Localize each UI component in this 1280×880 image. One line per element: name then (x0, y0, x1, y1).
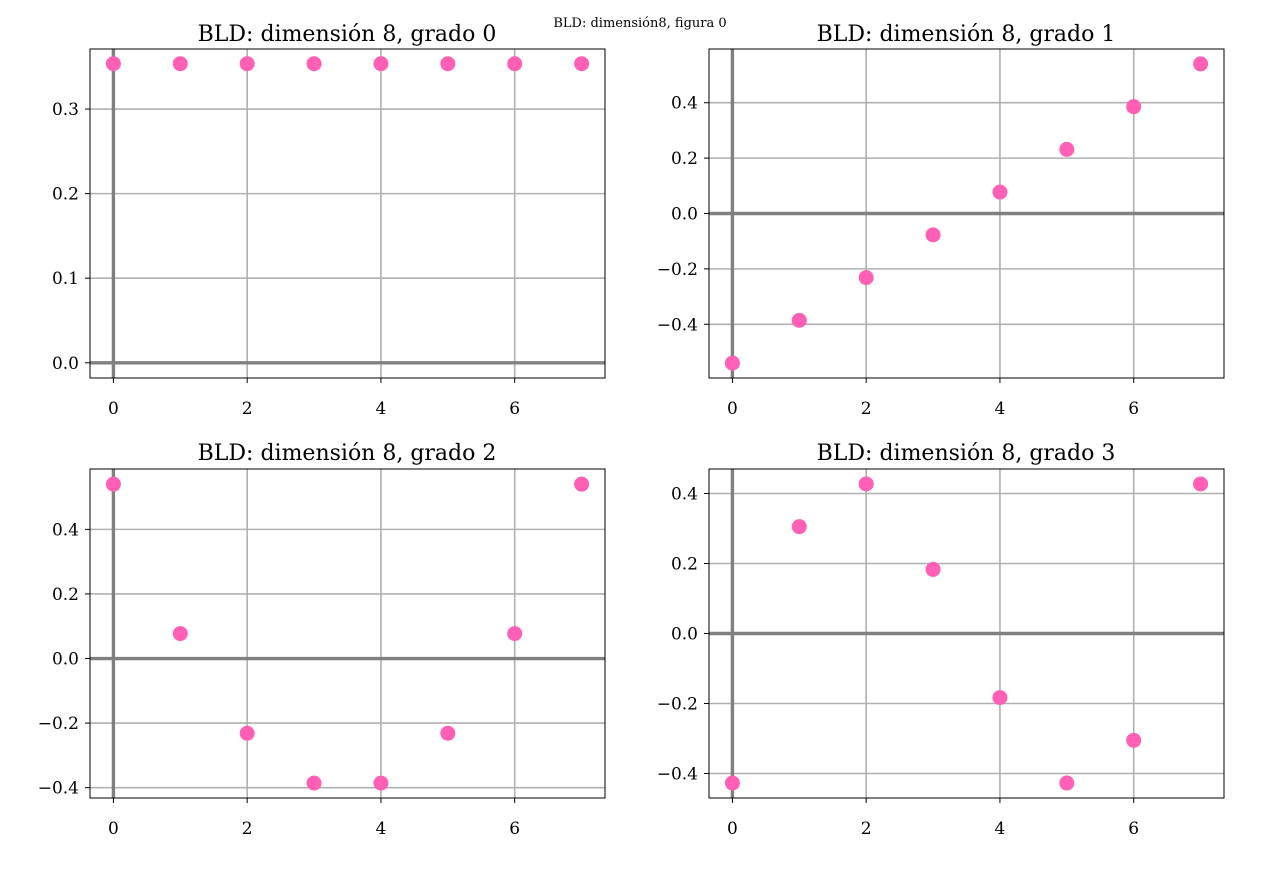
subplot-4-ytick-label-2: 0.0 (671, 625, 698, 645)
subplot-4-ytick-label-0: −0.4 (657, 765, 698, 785)
subplot-3-point-0 (105, 476, 121, 492)
subplot-3-point-4 (373, 775, 389, 791)
subplot-2-point-3 (925, 227, 941, 243)
subplot-4-point-0 (724, 775, 740, 791)
figure-suptitle: BLD: dimensión8, figura 0 (553, 16, 726, 31)
subplot-2-point-6 (1126, 99, 1142, 115)
subplot-3-xtick-label-2: 4 (376, 819, 387, 839)
subplot-3-point-5 (440, 725, 456, 741)
subplot-2-ytick-label-0: −0.4 (657, 315, 698, 335)
subplot-2-ytick-label-4: 0.4 (671, 94, 698, 114)
subplot-1-point-3 (306, 56, 322, 72)
subplot-3: BLD: dimensión 8, grado 2 0 2 4 6 −0.4 −0.2 0.… (38, 441, 606, 839)
subplot-4-point-6 (1126, 732, 1142, 748)
subplot-2-point-1 (791, 312, 807, 328)
subplot-4-ytick-label-1: −0.2 (657, 695, 698, 715)
subplot-1-frame (89, 48, 606, 379)
subplot-2-point-0 (724, 355, 740, 371)
subplot-4-point-4 (992, 690, 1008, 706)
subplot-2-ytick-label-1: −0.2 (657, 260, 698, 280)
subplot-4-ytick-label-4: 0.4 (671, 485, 698, 505)
subplot-2-xtick-label-3: 6 (1128, 399, 1139, 419)
subplot-3-point-6 (507, 626, 523, 642)
subplot-1-point-4 (373, 56, 389, 72)
subplot-3-title: BLD: dimensión 8, grado 2 (198, 441, 497, 466)
subplot-2-ytick-label-2: 0.0 (671, 205, 698, 225)
subplot-1-point-7 (574, 56, 590, 72)
subplot-1-point-2 (239, 56, 255, 72)
subplot-3-ytick-label-3: 0.2 (52, 585, 79, 605)
subplot-4-xtick-label-1: 2 (861, 819, 872, 839)
subplot-1-point-0 (105, 56, 121, 72)
subplot-4-ytick-label-3: 0.2 (671, 555, 698, 575)
subplot-4-frame (708, 468, 1225, 799)
subplot-4-xtick-label-0: 0 (727, 819, 738, 839)
subplot-3-ytick-label-1: −0.2 (38, 714, 79, 734)
subplot-3-ytick-label-0: −0.4 (38, 779, 79, 799)
subplot-2-ytick-label-3: 0.2 (671, 149, 698, 169)
subplot-1: BLD: dimensión 8, grado 0 0 2 4 6 0.0 0.1 0.2 0… (52, 22, 606, 419)
subplot-2-point-7 (1193, 56, 1209, 72)
subplot-1-title: BLD: dimensión 8, grado 0 (198, 22, 497, 47)
subplot-3-xtick-label-0: 0 (108, 819, 119, 839)
subplot-3-point-7 (574, 476, 590, 492)
subplot-3-point-1 (172, 626, 188, 642)
subplot-1-ytick-label-0: 0.0 (52, 354, 79, 374)
subplot-1-xtick-label-2: 4 (376, 399, 387, 419)
subplot-4-point-1 (791, 519, 807, 535)
subplot-2-xtick-label-1: 2 (861, 399, 872, 419)
subplot-4-point-3 (925, 561, 941, 577)
subplot-1-ytick-label-1: 0.1 (52, 269, 79, 289)
subplot-2: BLD: dimensión 8, grado 1 0 2 4 6 −0.4 −0.2 0.… (657, 22, 1225, 419)
subplot-3-point-2 (239, 725, 255, 741)
subplot-1-xtick-label-3: 6 (509, 399, 520, 419)
subplot-2-point-2 (858, 270, 874, 286)
subplot-4-xtick-label-2: 4 (995, 819, 1006, 839)
subplot-2-xtick-label-2: 4 (995, 399, 1006, 419)
subplot-4: BLD: dimensión 8, grado 3 0 2 4 6 −0.4 −0.2 0.… (657, 441, 1225, 839)
subplot-1-ytick-label-2: 0.2 (52, 185, 79, 205)
subplot-3-xtick-label-1: 2 (242, 819, 253, 839)
subplot-3-ytick-label-2: 0.0 (52, 650, 79, 670)
subplot-4-point-2 (858, 476, 874, 492)
subplot-4-title: BLD: dimensión 8, grado 3 (817, 441, 1116, 466)
subplot-2-xtick-label-0: 0 (727, 399, 738, 419)
subplot-3-xtick-label-3: 6 (509, 819, 520, 839)
subplot-1-ytick-label-3: 0.3 (52, 100, 79, 120)
subplot-4-point-7 (1193, 476, 1209, 492)
subplot-3-point-3 (306, 775, 322, 791)
subplot-2-frame (708, 48, 1225, 379)
subplot-1-point-1 (172, 56, 188, 72)
subplot-2-title: BLD: dimensión 8, grado 1 (817, 22, 1116, 47)
subplot-4-point-5 (1059, 775, 1075, 791)
subplot-2-point-4 (992, 184, 1008, 200)
subplot-1-point-6 (507, 56, 523, 72)
subplot-2-point-5 (1059, 141, 1075, 157)
subplot-3-ytick-label-4: 0.4 (52, 520, 79, 540)
subplot-1-xtick-label-1: 2 (242, 399, 253, 419)
subplot-1-point-5 (440, 56, 456, 72)
subplot-1-xtick-label-0: 0 (108, 399, 119, 419)
subplot-4-xtick-label-3: 6 (1128, 819, 1139, 839)
subplot-3-frame (89, 468, 606, 799)
